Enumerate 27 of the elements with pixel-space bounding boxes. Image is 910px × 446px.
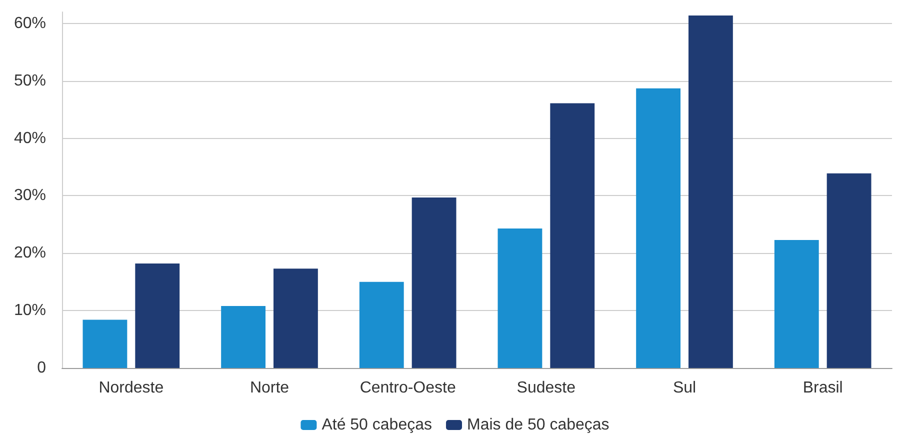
- y-tick-label: 10%: [14, 302, 46, 320]
- bar: [498, 228, 542, 368]
- legend-label: Até 50 cabeças: [322, 416, 432, 434]
- bar: [550, 103, 595, 368]
- bar: [82, 320, 128, 368]
- x-tick-label: Sul: [672, 380, 696, 396]
- x-tick-label: Nordeste: [98, 380, 164, 396]
- bar: [688, 15, 733, 368]
- bar: [412, 197, 456, 368]
- x-tick-label: Norte: [250, 380, 290, 396]
- y-tick-label: 50%: [14, 72, 46, 90]
- y-tick-label: 20%: [14, 244, 46, 262]
- x-tick-label: Sudeste: [516, 380, 576, 396]
- bar: [274, 268, 318, 368]
- bar: [135, 263, 180, 368]
- bar: [636, 88, 680, 368]
- bar: [359, 282, 404, 368]
- bar: [221, 306, 266, 368]
- x-tick-label: Brasil: [802, 380, 843, 396]
- bar: [826, 173, 872, 368]
- y-tick-label: 0: [37, 360, 46, 376]
- bar: [774, 240, 819, 368]
- x-tick-label: Centro-Oeste: [360, 380, 456, 396]
- legend-label: Mais de 50 cabeças: [466, 416, 610, 434]
- y-tick-label: 30%: [14, 187, 46, 204]
- y-tick-label: 60%: [14, 14, 46, 32]
- y-tick-label: 40%: [14, 130, 46, 147]
